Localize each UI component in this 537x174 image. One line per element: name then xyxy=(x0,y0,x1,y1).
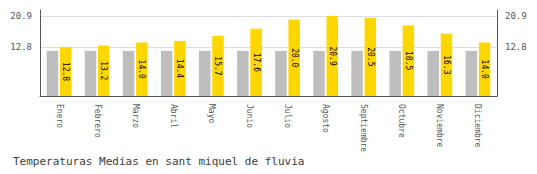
svg-text:Temperaturas Medias en sant mi: Temperaturas Medias en sant miquel de fl… xyxy=(13,155,304,168)
svg-text:Julio: Julio xyxy=(283,104,292,128)
svg-text:20.5: 20.5 xyxy=(366,47,375,66)
svg-text:12.8: 12.8 xyxy=(61,62,70,81)
svg-text:14.4: 14.4 xyxy=(175,59,184,78)
svg-text:Agosto: Agosto xyxy=(321,104,330,133)
svg-text:20.9: 20.9 xyxy=(505,11,527,21)
svg-text:Junio: Junio xyxy=(245,104,254,128)
svg-text:Marzo: Marzo xyxy=(131,104,140,128)
svg-text:Abril: Abril xyxy=(169,104,178,128)
svg-text:20.9: 20.9 xyxy=(328,46,337,65)
svg-text:Mayo: Mayo xyxy=(207,104,216,123)
svg-text:13.2: 13.2 xyxy=(99,61,108,80)
svg-text:12.8: 12.8 xyxy=(505,42,527,52)
svg-text:14.0: 14.0 xyxy=(480,60,489,79)
svg-text:Enero: Enero xyxy=(55,104,64,128)
svg-text:17.6: 17.6 xyxy=(252,53,261,72)
svg-text:20.0: 20.0 xyxy=(290,48,299,67)
svg-text:Noviembre: Noviembre xyxy=(435,104,444,148)
svg-text:12.8: 12.8 xyxy=(10,42,32,52)
svg-text:Septiembre: Septiembre xyxy=(359,104,368,152)
svg-text:Octubre: Octubre xyxy=(397,104,406,138)
svg-text:18.5: 18.5 xyxy=(404,51,413,70)
svg-text:15.7: 15.7 xyxy=(213,56,222,75)
svg-text:20.9: 20.9 xyxy=(10,11,32,21)
svg-text:Febrero: Febrero xyxy=(93,104,102,138)
svg-text:16.3: 16.3 xyxy=(442,55,451,74)
svg-text:Diciembre: Diciembre xyxy=(473,104,482,148)
svg-text:14.0: 14.0 xyxy=(137,60,146,79)
